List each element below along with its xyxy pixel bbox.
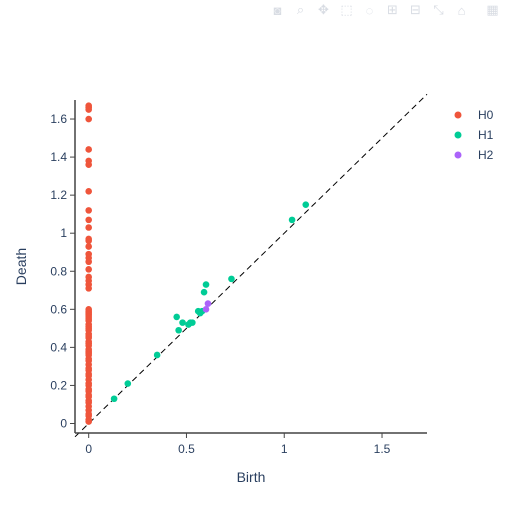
y-axis-title: Death <box>13 248 29 285</box>
y-tick-label: 1.2 <box>50 188 67 202</box>
legend[interactable]: H0 H1 H2 <box>454 108 494 162</box>
point-h0[interactable] <box>85 106 92 113</box>
y-tick-label: 0 <box>60 416 67 430</box>
point-h1[interactable] <box>288 216 296 224</box>
pan-icon[interactable]: ✥ <box>318 2 329 17</box>
point-h2[interactable] <box>204 300 212 307</box>
x-axis-title: Birth <box>237 469 266 485</box>
point-h0[interactable] <box>85 237 92 245</box>
point-h0[interactable] <box>85 418 92 425</box>
lasso-icon[interactable]: ◌ <box>365 2 374 18</box>
zoom-in-icon[interactable]: ⊞ <box>387 2 398 17</box>
home-icon[interactable]: ⌂ <box>457 2 466 18</box>
point-h0[interactable] <box>85 207 92 214</box>
box-select-icon[interactable]: ⬚ <box>340 2 353 17</box>
points-layer <box>85 102 310 425</box>
series-h0 <box>85 102 92 425</box>
point-h0[interactable] <box>85 188 92 195</box>
y-tick-label: 0.4 <box>50 340 67 354</box>
modebar: ◙ ⌕ ✥ ⬚ ◌ ⊞ ⊟ ⤡ ⌂ ▦ <box>268 2 502 18</box>
camera-icon[interactable]: ◙ <box>273 2 282 18</box>
point-h0[interactable] <box>85 266 92 273</box>
point-h1[interactable] <box>302 201 310 208</box>
plotly-logo-icon[interactable]: ▦ <box>486 2 499 17</box>
axes-layer <box>74 100 427 434</box>
ticks-layer: 0 0.5 1 1.5 0 0.2 0.4 0.6 0.8 1 1.2 1.4 1.6 <box>50 112 390 456</box>
point-h0[interactable] <box>85 115 92 123</box>
legend-label: H2 <box>478 148 494 162</box>
zoom-out-icon[interactable]: ⊟ <box>410 2 421 17</box>
x-tick-label: 0.5 <box>178 442 195 456</box>
y-tick-label: 1.6 <box>50 112 67 126</box>
point-h0[interactable] <box>85 216 92 224</box>
y-tick-label: 0.2 <box>50 378 67 392</box>
legend-item-h0[interactable]: H0 <box>454 108 494 122</box>
diagonal-layer <box>74 93 428 438</box>
y-tick-label: 1.4 <box>50 150 67 164</box>
legend-label: H1 <box>478 128 494 142</box>
diagonal-line <box>74 93 428 438</box>
point-h1[interactable] <box>175 326 182 334</box>
point-h1[interactable] <box>200 288 208 296</box>
legend-item-h1[interactable]: H1 <box>454 128 494 142</box>
series-h2 <box>202 300 212 313</box>
y-tick-label: 0.6 <box>50 302 67 316</box>
series-h1 <box>110 201 310 403</box>
point-h1[interactable] <box>228 275 235 283</box>
point-h1[interactable] <box>189 319 196 326</box>
point-h1[interactable] <box>173 313 180 321</box>
legend-marker <box>454 151 462 159</box>
point-h1[interactable] <box>202 281 210 288</box>
y-tick-label: 1 <box>60 226 67 240</box>
autoscale-icon[interactable]: ⤡ <box>433 2 444 17</box>
y-tick-label: 0.8 <box>50 264 67 278</box>
point-h0[interactable] <box>85 285 92 292</box>
legend-marker <box>454 111 462 119</box>
point-h1[interactable] <box>124 380 132 387</box>
legend-marker <box>454 131 462 139</box>
legend-item-h2[interactable]: H2 <box>454 148 494 162</box>
point-h0[interactable] <box>85 161 92 168</box>
x-tick-label: 1 <box>281 442 288 456</box>
point-h2[interactable] <box>202 306 210 313</box>
point-h0[interactable] <box>85 243 92 250</box>
point-h1[interactable] <box>110 395 118 403</box>
point-h0[interactable] <box>85 146 92 153</box>
point-h0[interactable] <box>85 224 92 231</box>
legend-label: H0 <box>478 108 494 122</box>
point-h0[interactable] <box>85 258 92 266</box>
point-h1[interactable] <box>179 319 186 326</box>
x-tick-label: 0 <box>85 442 92 456</box>
x-tick-label: 1.5 <box>374 442 391 456</box>
point-h1[interactable] <box>153 351 161 359</box>
zoom-icon[interactable]: ⌕ <box>296 2 305 17</box>
